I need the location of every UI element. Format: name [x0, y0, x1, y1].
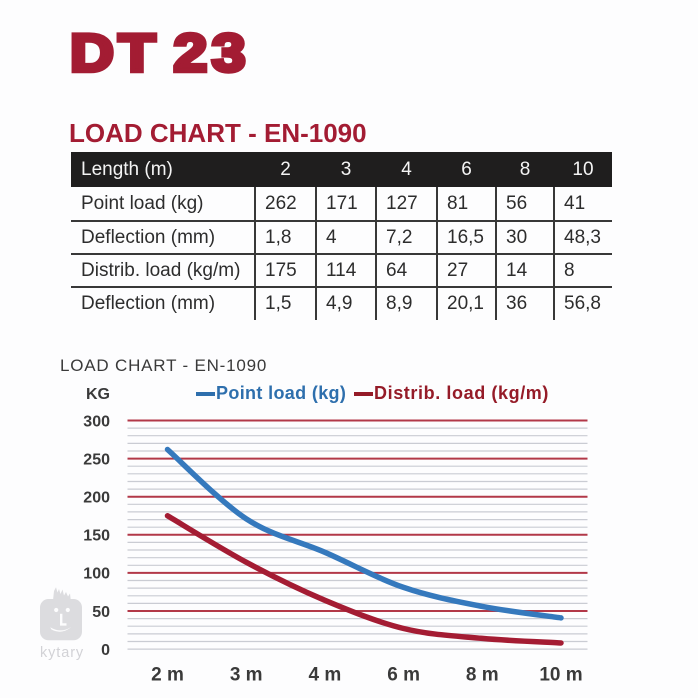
svg-text:200: 200 [83, 490, 110, 507]
svg-text:10 m: 10 m [539, 665, 582, 686]
svg-text:250: 250 [83, 451, 110, 468]
svg-text:300: 300 [83, 413, 110, 430]
svg-text:8 m: 8 m [466, 665, 499, 686]
svg-text:4 m: 4 m [309, 665, 342, 686]
svg-text:2 m: 2 m [151, 665, 184, 686]
svg-text:50: 50 [92, 604, 110, 621]
svg-text:100: 100 [83, 566, 110, 583]
svg-text:0: 0 [101, 642, 110, 659]
svg-text:3 m: 3 m [230, 665, 263, 686]
svg-text:150: 150 [83, 528, 110, 545]
svg-text:kytary: kytary [40, 645, 84, 661]
svg-text:6 m: 6 m [387, 665, 420, 686]
